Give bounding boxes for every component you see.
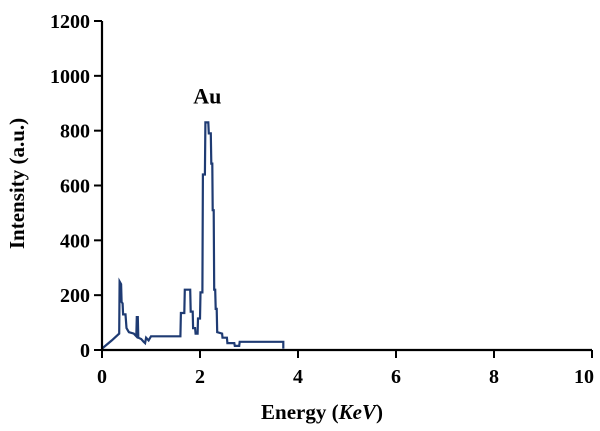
x-axis-title: Energy (KeV)	[261, 400, 383, 424]
x-tick-label: 6	[391, 366, 401, 388]
x-tick-label: 4	[293, 366, 303, 388]
x-axis-title-unit: KeV	[338, 400, 378, 424]
x-tick-label: 8	[489, 366, 499, 388]
x-tick-label: 2	[195, 366, 205, 388]
x-tick-label: 10	[574, 366, 594, 388]
y-tick-label: 600	[60, 176, 90, 198]
peak-annotation-au: Au	[193, 83, 221, 108]
x-axis-title-suffix: )	[376, 400, 383, 424]
spectrum-line	[101, 121, 285, 350]
x-axis-ticks: 0 2 4 6 8 10	[97, 350, 594, 388]
y-tick-label: 400	[60, 230, 90, 252]
x-tick-label: 0	[97, 366, 107, 388]
y-tick-label: 1200	[50, 11, 90, 33]
y-tick-label: 1000	[50, 66, 90, 88]
y-tick-label: 800	[60, 121, 90, 143]
y-tick-label: 200	[60, 285, 90, 307]
y-axis-title: Intensity (a.u.)	[5, 118, 29, 249]
y-axis-ticks: 0 200 400 600 800 1000 1200	[50, 11, 102, 362]
y-tick-label: 0	[80, 340, 90, 362]
x-axis-title-prefix: Energy (	[261, 400, 339, 424]
